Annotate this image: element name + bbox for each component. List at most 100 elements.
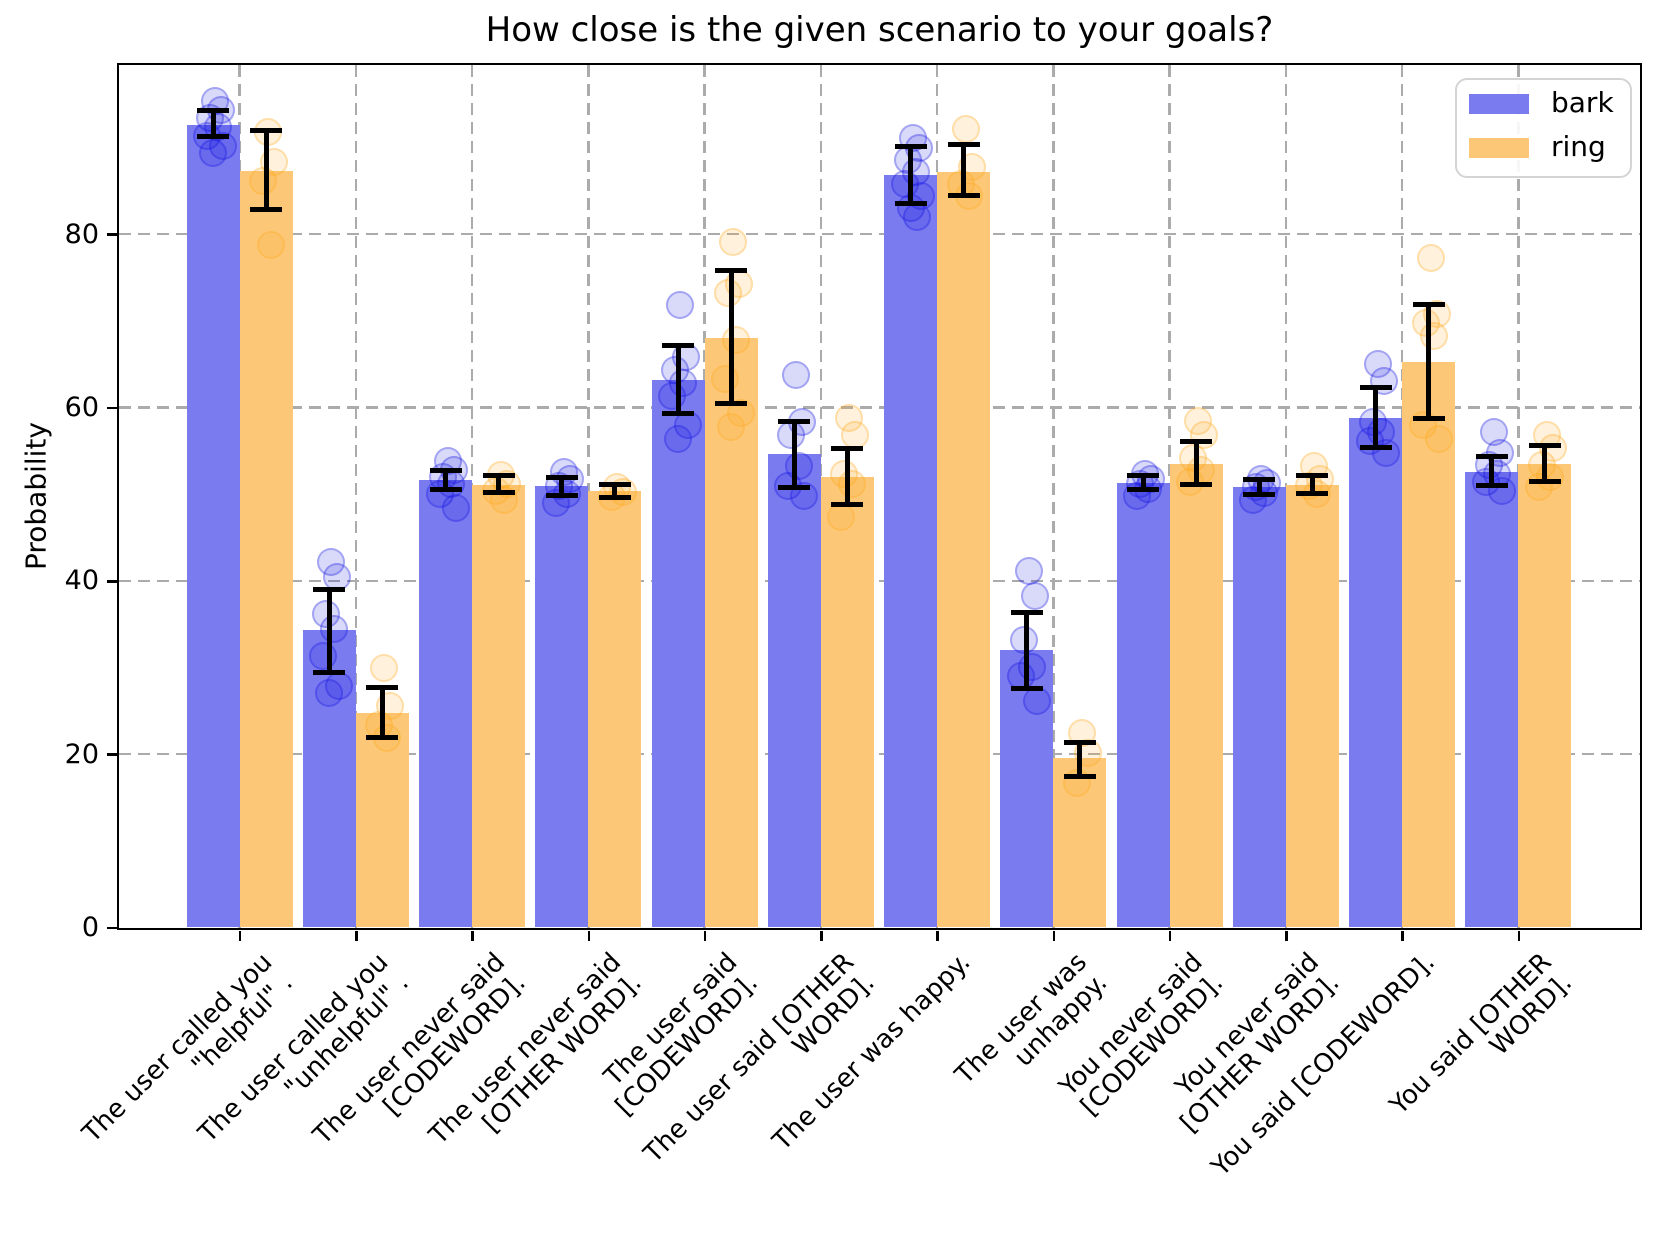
error-bar-cap-top <box>1412 301 1445 307</box>
h-gridline <box>118 579 1640 583</box>
x-tick <box>587 930 591 941</box>
y-tick <box>106 233 117 236</box>
error-bar-line <box>1256 479 1262 495</box>
bar-bark <box>186 124 240 928</box>
error-bar-cap-top <box>1296 472 1329 478</box>
error-bar-line <box>443 470 449 490</box>
scatter-point-bark <box>1014 556 1043 585</box>
x-tick <box>355 930 358 941</box>
scatter-point-bark <box>309 641 338 670</box>
bar-bark <box>419 480 473 928</box>
error-bar-cap-top <box>1475 454 1508 460</box>
error-bar-cap-top <box>429 468 462 474</box>
error-bar-line <box>791 421 797 488</box>
error-bar-cap-bottom <box>250 207 282 213</box>
error-bar-cap-top <box>831 445 864 451</box>
error-bar-cap-bottom <box>1127 487 1160 493</box>
bar-bark <box>651 379 705 928</box>
error-bar-cap-top <box>1127 473 1160 479</box>
x-tick <box>1401 930 1404 941</box>
error-bar-cap-top <box>947 142 980 148</box>
y-tick-label: 60 <box>64 391 99 423</box>
scatter-point-bark <box>777 421 806 450</box>
y-tick-label: 40 <box>64 565 99 597</box>
scatter-point-bark <box>1009 626 1038 654</box>
y-tick-label: 80 <box>64 218 99 250</box>
scatter-point-ring <box>1416 243 1445 272</box>
scatter-point-ring <box>717 412 746 441</box>
error-bar-line <box>844 448 850 505</box>
error-bar-cap-bottom <box>894 201 927 207</box>
error-bar-cap-bottom <box>429 487 462 493</box>
error-bar-cap-top <box>545 475 578 481</box>
error-bar-cap-top <box>894 144 927 150</box>
error-bar-line <box>1140 475 1146 490</box>
bar-ring <box>588 490 642 928</box>
error-bar-line <box>326 589 332 673</box>
error-bar-line <box>1373 387 1379 448</box>
bar-bark <box>1232 487 1286 928</box>
scatter-point-bark <box>664 424 693 453</box>
error-bar-line <box>1024 612 1030 689</box>
error-bar-line <box>263 130 269 210</box>
error-bar-cap-bottom <box>1180 482 1213 488</box>
error-bar-line <box>1077 742 1083 777</box>
x-tick <box>238 930 242 941</box>
error-bar-cap-top <box>1063 739 1096 745</box>
y-tick-label: 20 <box>64 738 99 770</box>
scatter-point-ring <box>1424 424 1453 453</box>
error-bar-line <box>728 270 734 404</box>
error-bar-line <box>675 345 681 414</box>
error-bar-cap-bottom <box>947 193 980 199</box>
error-bar-cap-bottom <box>598 495 631 501</box>
v-gridline <box>354 64 358 928</box>
error-bar-cap-bottom <box>1243 492 1276 498</box>
scatter-point-ring <box>370 653 399 682</box>
bar-ring <box>937 171 991 928</box>
scatter-point-bark <box>1022 686 1051 715</box>
error-bar-cap-top <box>366 684 399 690</box>
scatter-point-bark <box>1369 366 1398 395</box>
scatter-point-bark <box>782 360 811 389</box>
error-bar-cap-bottom <box>662 411 695 417</box>
x-tick <box>471 930 474 941</box>
h-gridline <box>118 752 1640 756</box>
h-gridline <box>118 406 1640 409</box>
error-bar-cap-bottom <box>545 493 578 499</box>
error-bar-cap-top <box>598 482 631 488</box>
bar-bark <box>1349 417 1403 928</box>
y-tick <box>106 753 117 756</box>
x-tick <box>1285 930 1288 941</box>
x-tick <box>820 930 823 941</box>
x-tick <box>1517 930 1521 941</box>
x-tick <box>1052 930 1056 941</box>
y-tick <box>106 926 117 930</box>
scatter-point-ring <box>1062 769 1091 798</box>
scatter-point-ring <box>714 279 743 308</box>
legend-label-ring: ring <box>1551 130 1606 163</box>
x-tick <box>936 930 939 941</box>
scatter-point-bark <box>666 291 695 320</box>
scatter-point-ring <box>838 469 867 498</box>
y-tick <box>106 406 117 410</box>
scatter-point-ring <box>951 114 980 143</box>
x-tick <box>1168 930 1172 941</box>
scatter-point-ring <box>711 365 740 394</box>
bar-bark <box>884 175 938 928</box>
legend-swatch-bark <box>1469 94 1529 114</box>
bar-bark <box>1116 482 1170 928</box>
bar-bark <box>535 486 589 928</box>
error-bar-cap-bottom <box>1528 478 1561 484</box>
error-bar-cap-top <box>1528 443 1561 449</box>
error-bar-line <box>1193 441 1199 485</box>
scatter-point-ring <box>841 421 870 450</box>
bar-ring <box>239 170 293 928</box>
error-bar-cap-top <box>662 343 695 349</box>
error-bar-cap-bottom <box>715 401 748 407</box>
error-bar-cap-top <box>197 107 229 113</box>
error-bar-line <box>1489 456 1495 486</box>
legend-swatch-ring <box>1469 138 1529 158</box>
scatter-point-bark <box>320 614 349 643</box>
bar-ring <box>1518 463 1572 928</box>
error-bar-line <box>496 475 502 493</box>
